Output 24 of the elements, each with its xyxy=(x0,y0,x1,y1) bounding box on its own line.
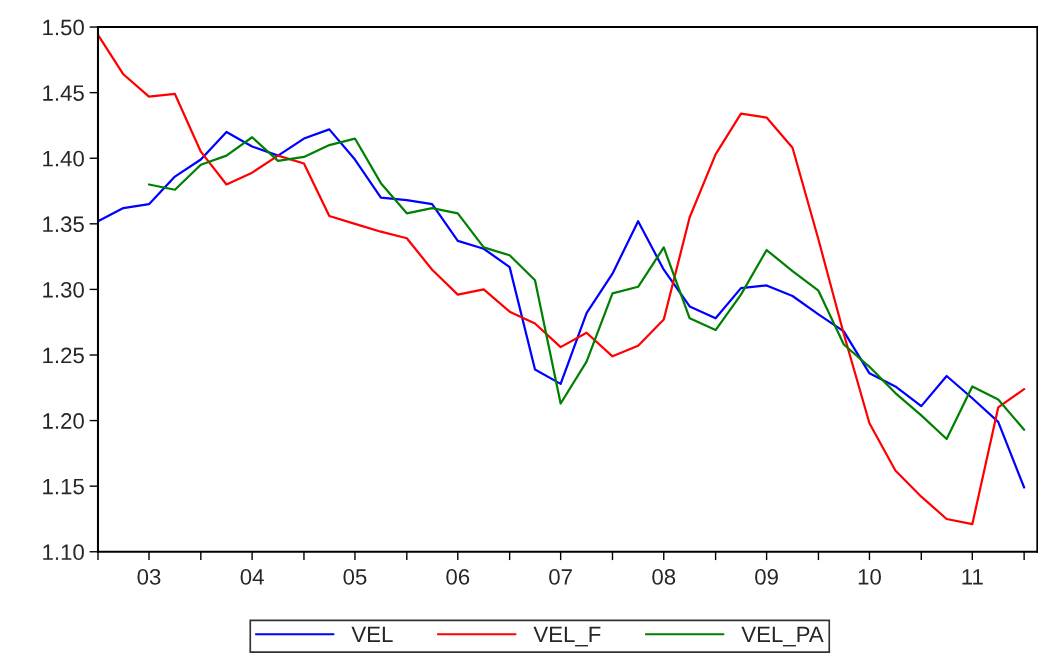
legend-label: VEL_F xyxy=(533,626,601,647)
y-tick-label: 1.45 xyxy=(43,85,84,101)
y-tick-label: 1.25 xyxy=(43,347,84,364)
x-tick-label: 07 xyxy=(549,569,572,585)
legend-label: VEL_PA xyxy=(741,626,824,647)
x-tick-label: 11 xyxy=(962,569,983,585)
line-series xyxy=(97,33,1026,526)
line-series xyxy=(147,136,1026,441)
y-tick-label: 1.30 xyxy=(43,281,84,298)
x-tick-label: 06 xyxy=(446,569,470,585)
y-tick-label: 1.20 xyxy=(43,413,84,429)
x-tick-label: 05 xyxy=(343,569,367,585)
y-tick-label: 1.35 xyxy=(43,216,84,233)
x-tick-label: 03 xyxy=(137,569,161,585)
legend-label: VEL xyxy=(351,626,393,643)
y-tick-label: 1.10 xyxy=(43,544,84,561)
x-tick-label: 04 xyxy=(240,569,264,585)
y-tick-label: 1.15 xyxy=(43,478,84,495)
line-series xyxy=(97,128,1026,489)
x-tick-label: 08 xyxy=(652,569,676,585)
y-tick-label: 1.50 xyxy=(43,19,84,36)
x-tick-label: 09 xyxy=(755,569,778,585)
y-tick-label: 1.40 xyxy=(43,150,84,167)
x-tick-label: 10 xyxy=(858,569,881,585)
